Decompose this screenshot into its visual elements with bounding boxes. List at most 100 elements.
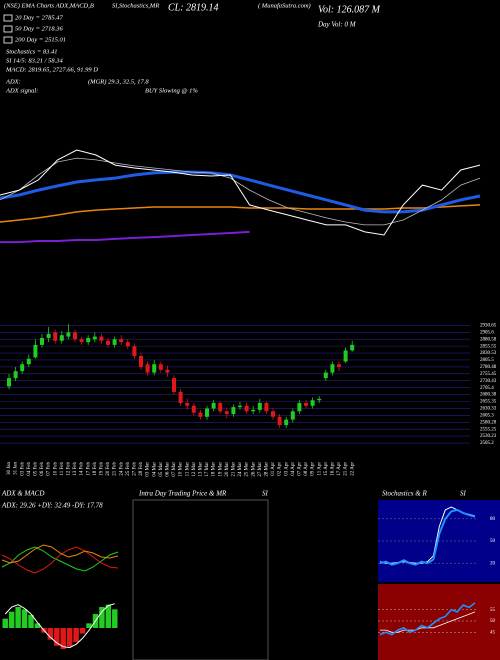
y-tick-label: 2630.33 xyxy=(480,407,497,412)
candle-body xyxy=(185,402,190,406)
x-tick-label: 08 Apr xyxy=(304,462,309,476)
x-tick-label: 30 Jan xyxy=(7,462,12,475)
x-tick-label: 19 Feb xyxy=(100,462,105,476)
si-line xyxy=(379,602,476,636)
candle-body xyxy=(198,412,203,417)
x-tick-label: 28 Mar xyxy=(265,462,270,477)
candle-body xyxy=(119,339,124,343)
x-tick-label: 21 Mar xyxy=(232,462,237,477)
candle-body xyxy=(172,378,176,392)
x-tick-label: 17 Feb xyxy=(86,462,91,476)
candle-body xyxy=(257,402,262,410)
candle-body xyxy=(13,371,18,379)
macd-bar xyxy=(66,628,73,647)
adx-label: ADX: xyxy=(5,78,21,85)
macd-bar xyxy=(105,604,112,628)
adx-line xyxy=(1,546,119,574)
panel-title: Intra Day Trading Price & MR xyxy=(138,490,227,498)
macd-bar xyxy=(99,607,105,628)
y-tick-label: 2805.5 xyxy=(480,358,494,363)
candle-body xyxy=(264,402,269,412)
y-tick-label: 2830.53 xyxy=(480,351,497,356)
candle-body xyxy=(337,364,341,368)
panel-suffix: SI xyxy=(460,490,467,498)
ma-line xyxy=(0,170,481,214)
x-tick-label: 20 Mar xyxy=(225,462,230,477)
candle-body xyxy=(92,336,97,340)
x-tick-label: 11 Feb xyxy=(60,462,65,476)
candle-body xyxy=(59,335,64,341)
y-tick-label: 2905.6 xyxy=(480,330,494,335)
candle-body xyxy=(231,407,236,415)
y-tick-label: 2730.43 xyxy=(480,379,497,384)
macd-line xyxy=(4,603,115,649)
x-tick-label: 17 Apr xyxy=(337,462,342,476)
x-tick-label: 24 Feb xyxy=(119,462,124,476)
macd: MACD: 2819.65, 2727.66, 91.99 D xyxy=(5,66,98,73)
x-tick-label: 22 Apr xyxy=(350,462,355,476)
x-tick-label: 07 Mar xyxy=(172,462,177,477)
x-tick-label: 07 Apr xyxy=(298,462,303,476)
macd-bar xyxy=(79,628,86,634)
y-tick-label: 2655.35 xyxy=(480,400,497,405)
y-tick-label: 80 xyxy=(490,517,496,522)
candle-body xyxy=(277,416,282,426)
candle-body xyxy=(290,411,295,420)
candle-body xyxy=(297,402,302,412)
y-tick-label: 2680.38 xyxy=(480,393,497,398)
adx-signal: BUY Slowing @ 1% xyxy=(145,87,198,94)
y-tick-label: 45 xyxy=(490,630,496,635)
candle-body xyxy=(218,402,223,412)
macd-bar xyxy=(54,628,60,646)
candle-body xyxy=(66,332,71,337)
candle-body xyxy=(224,411,229,415)
candle-body xyxy=(145,364,150,373)
intraday-box xyxy=(132,499,269,660)
x-tick-label: 31 Jan xyxy=(14,462,19,475)
legend-label: 50 Day = 2718.36 xyxy=(15,25,63,32)
y-tick-label: 2930.65 xyxy=(480,323,497,328)
x-tick-label: 14 Feb xyxy=(80,462,85,476)
macd-bar xyxy=(73,628,79,642)
x-tick-label: 16 Apr xyxy=(331,462,336,476)
ma-line xyxy=(0,149,481,236)
x-tick-label: 25 Mar xyxy=(245,462,250,477)
volume: Vol: 126.087 M xyxy=(318,4,381,15)
candle-body xyxy=(53,332,58,341)
candle-body xyxy=(178,391,183,403)
site: ( MunafaSutra.com) xyxy=(258,2,311,9)
x-tick-label: 04 Mar xyxy=(152,462,157,477)
candle-body xyxy=(26,358,31,365)
y-tick-label: 2580.28 xyxy=(480,420,497,425)
candle-body xyxy=(86,337,91,343)
candle-body xyxy=(323,372,328,379)
candle-body xyxy=(251,409,256,412)
adx-stats: ADX: 29.26 +DY: 32.49 -DY: 17.78 xyxy=(1,502,103,510)
candle-body xyxy=(125,342,130,347)
candle-body xyxy=(350,344,355,351)
ma-line xyxy=(0,204,481,223)
candle-body xyxy=(191,405,196,413)
y-tick-label: 50 xyxy=(490,539,496,544)
candle-body xyxy=(106,340,110,345)
macd-bar xyxy=(2,618,8,628)
x-tick-label: 24 Mar xyxy=(238,462,243,477)
candle-body xyxy=(7,378,11,387)
candle-body xyxy=(244,405,249,412)
x-tick-label: 21 Apr xyxy=(344,462,349,476)
candle-body xyxy=(40,337,44,345)
day-volume: Day Vol: 0 M xyxy=(317,21,357,29)
adx-signal-label: ADX signal: xyxy=(5,87,38,94)
x-tick-label: 28 Feb xyxy=(139,462,144,476)
ma-line xyxy=(0,230,250,244)
x-tick-label: 09 Apr xyxy=(311,462,316,476)
candle-body xyxy=(158,364,163,370)
candle-body xyxy=(205,408,209,417)
candle-body xyxy=(304,402,308,406)
candle-body xyxy=(99,336,104,341)
x-tick-label: 15 Apr xyxy=(324,462,329,476)
x-tick-label: 27 Mar xyxy=(258,462,263,477)
candle-body xyxy=(330,364,335,373)
x-tick-label: 21 Feb xyxy=(113,462,118,476)
x-tick-label: 01 Apr xyxy=(271,462,276,476)
